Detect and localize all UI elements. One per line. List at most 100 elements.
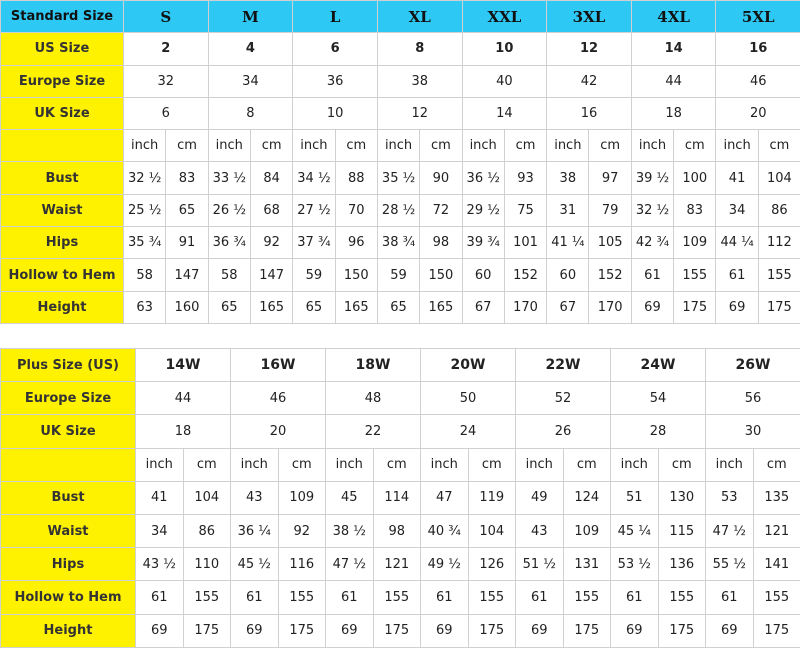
size-value: 24 [421,415,516,448]
measure-value: 38 ½ [326,514,374,547]
measure-value: 61 [421,581,469,614]
measure-value: 27 ½ [293,194,335,226]
size-value: 12 [377,97,462,129]
measure-value: 88 [335,162,377,194]
size-value: 14 [462,97,547,129]
size-value: 46 [716,65,800,97]
measure-value: 65 [293,291,335,323]
row-label: UK Size [1,415,136,448]
size-value: 34 [208,65,293,97]
size-header: XL [377,1,462,33]
unit: cm [753,448,800,481]
measure-value: 44 ¼ [716,227,758,259]
unit: cm [166,130,208,162]
measure-value: 45 ¼ [611,514,659,547]
measure-value: 47 ½ [326,548,374,581]
row-label: UK Size [1,97,124,129]
measure-value: 96 [335,227,377,259]
measure-value: 51 [611,481,659,514]
measure-value: 155 [753,581,800,614]
size-value: 54 [611,382,706,415]
measure-value: 60 [547,259,589,291]
row-label: US Size [1,33,124,65]
size-value: 20 [231,415,326,448]
measure-value: 70 [335,194,377,226]
size-value: 28 [611,415,706,448]
measure-value: 150 [420,259,462,291]
unit: cm [658,448,706,481]
unit: inch [706,448,754,481]
header-label: Plus Size (US) [1,349,136,382]
measure-value: 36 ¼ [231,514,279,547]
size-value: 18 [136,415,231,448]
measure-value: 31 [547,194,589,226]
size-value: 10 [462,33,547,65]
size-value: 10 [293,97,378,129]
measure-value: 147 [250,259,292,291]
unit: cm [504,130,546,162]
measure-value: 175 [373,614,421,647]
measure-value: 83 [166,162,208,194]
measure-value: 147 [166,259,208,291]
row-label: Hips [1,227,124,259]
row-label-empty [1,130,124,162]
measure-value: 32 ½ [124,162,166,194]
measure-value: 32 ½ [631,194,673,226]
unit: inch [462,130,504,162]
measure-value: 175 [278,614,326,647]
unit: inch [547,130,589,162]
measure-value: 175 [674,291,716,323]
measure-value: 152 [504,259,546,291]
measure-value: 155 [373,581,421,614]
measure-value: 63 [124,291,166,323]
row-label: Waist [1,194,124,226]
measure-value: 119 [468,481,516,514]
measure-value: 72 [420,194,462,226]
measure-value: 36 ½ [462,162,504,194]
measure-value: 43 [231,481,279,514]
measure-value: 49 [516,481,564,514]
unit: inch [421,448,469,481]
measure-value: 175 [563,614,611,647]
measure-value: 36 ¾ [208,227,250,259]
size-value: 14 [631,33,716,65]
measure-value: 130 [658,481,706,514]
measure-value: 152 [589,259,631,291]
measure-value: 65 [208,291,250,323]
unit: cm [335,130,377,162]
measure-value: 175 [758,291,800,323]
unit: cm [278,448,326,481]
measure-value: 43 ½ [136,548,184,581]
size-value: 32 [124,65,209,97]
row-label: Hollow to Hem [1,259,124,291]
measure-value: 79 [589,194,631,226]
measure-value: 112 [758,227,800,259]
measure-value: 69 [231,614,279,647]
size-header: L [293,1,378,33]
measure-value: 170 [504,291,546,323]
size-value: 4 [208,33,293,65]
measure-value: 97 [589,162,631,194]
size-value: 56 [706,382,800,415]
measure-value: 86 [758,194,800,226]
size-value: 50 [421,382,516,415]
size-value: 8 [377,33,462,65]
measure-value: 131 [563,548,611,581]
measure-value: 69 [326,614,374,647]
row-label: Europe Size [1,65,124,97]
measure-value: 61 [136,581,184,614]
measure-value: 105 [589,227,631,259]
size-value: 16 [547,97,632,129]
measure-value: 61 [326,581,374,614]
unit: inch [208,130,250,162]
